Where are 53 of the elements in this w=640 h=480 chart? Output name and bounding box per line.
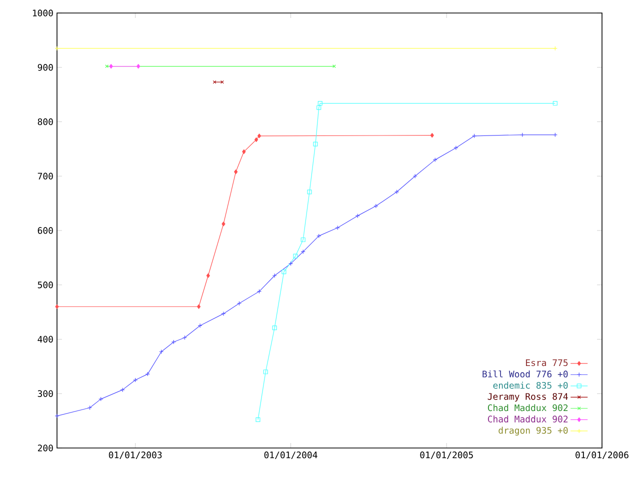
y-tick-label: 800 <box>38 118 53 126</box>
x-tick-label: 01/01/2003 <box>108 452 162 460</box>
y-tick-label: 1000 <box>32 10 53 16</box>
point <box>55 304 59 309</box>
point <box>242 149 246 154</box>
point <box>307 190 312 194</box>
legend-label: Jeramy Ross 874 <box>488 393 568 402</box>
point <box>109 64 113 69</box>
point <box>552 100 558 106</box>
point <box>300 237 306 242</box>
y-tick-label: 400 <box>38 336 53 343</box>
point <box>120 388 125 392</box>
y-tick-label: 300 <box>38 390 53 398</box>
point <box>293 254 298 258</box>
x-tick-label: 01/01/2004 <box>264 452 318 460</box>
point <box>206 273 210 278</box>
point <box>234 169 238 174</box>
point <box>263 370 268 374</box>
legend-label: Bill Wood 776 +0 <box>482 370 568 378</box>
point <box>430 133 434 138</box>
point <box>272 273 277 278</box>
y-tick-label: 900 <box>38 64 53 71</box>
y-tick-label: 500 <box>38 281 53 288</box>
point <box>316 234 322 238</box>
y-tick-label: 200 <box>38 444 53 452</box>
legend-label: Esra 775 <box>526 359 568 366</box>
legend-label: endemic 835 +0 <box>493 382 568 389</box>
legend-label: Chad Maddux 902 <box>488 416 568 422</box>
point <box>282 270 286 274</box>
point <box>198 323 202 328</box>
point <box>254 137 258 142</box>
x-tick-label: 01/01/2006 <box>576 452 628 460</box>
point <box>374 204 378 208</box>
y-tick-label: 700 <box>38 172 53 180</box>
y-tick-label: 600 <box>38 227 53 234</box>
point <box>256 417 260 422</box>
point <box>222 222 226 226</box>
point <box>136 64 140 69</box>
point <box>313 142 318 146</box>
x-tick-label: 01/01/2005 <box>420 452 473 460</box>
legend-label: dragon 935 +0 <box>498 426 568 436</box>
point <box>257 134 262 138</box>
point <box>98 396 104 402</box>
point <box>454 146 458 150</box>
point <box>221 311 226 316</box>
point <box>316 105 322 110</box>
point <box>318 100 322 106</box>
point <box>196 304 201 309</box>
point <box>171 340 176 344</box>
legend-label: Chad Maddux 902 <box>488 404 568 412</box>
point <box>272 326 277 330</box>
point <box>145 372 150 376</box>
point <box>133 378 138 382</box>
